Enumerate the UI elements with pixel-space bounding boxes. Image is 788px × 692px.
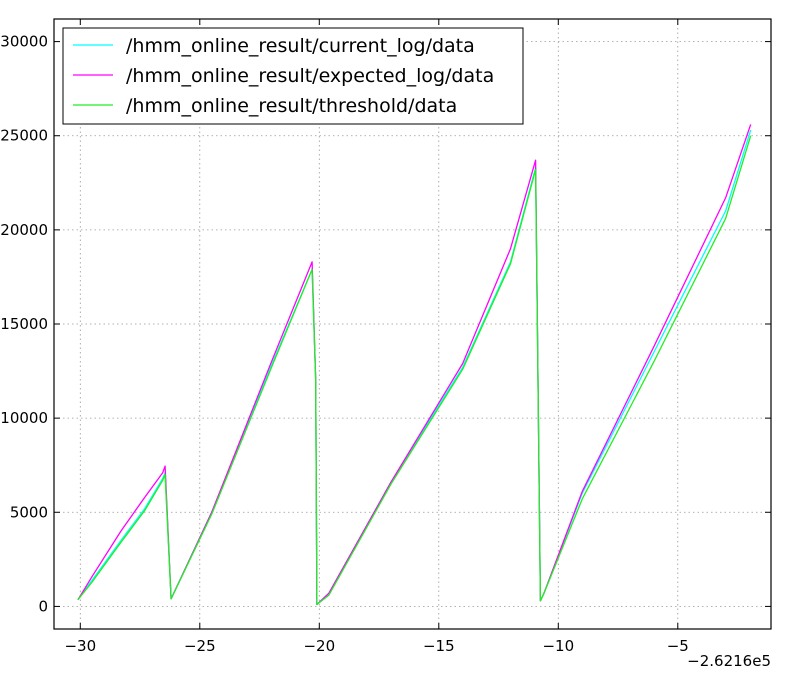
x-tick-label: −20 bbox=[303, 637, 335, 655]
x-tick-label: −15 bbox=[423, 637, 455, 655]
y-tick-label: 15000 bbox=[0, 315, 48, 333]
legend-label: /hmm_online_result/threshold/data bbox=[126, 95, 457, 117]
x-tick-label: −25 bbox=[184, 637, 216, 655]
legend-label: /hmm_online_result/current_log/data bbox=[126, 35, 475, 57]
x-tick-label: −5 bbox=[667, 637, 689, 655]
x-offset-label: −2.6216e5 bbox=[687, 652, 771, 670]
legend-label: /hmm_online_result/expected_log/data bbox=[126, 65, 494, 87]
y-tick-label: 5000 bbox=[10, 503, 48, 521]
legend-box bbox=[62, 27, 524, 125]
y-tick-label: 30000 bbox=[0, 33, 48, 51]
y-tick-label: 20000 bbox=[0, 221, 48, 239]
y-tick-label: 0 bbox=[38, 597, 48, 615]
axis-ticks: −30 −25 −20 −15 −10 −5 0 5000 10000 15000 20000 250… bbox=[0, 19, 771, 655]
legend: /hmm_online_result/current_log/data/hmm_… bbox=[62, 27, 524, 125]
x-tick-label: −30 bbox=[64, 637, 96, 655]
x-tick-label: −10 bbox=[542, 637, 574, 655]
y-tick-label: 25000 bbox=[0, 127, 48, 145]
y-tick-label: 10000 bbox=[0, 409, 48, 427]
series-group bbox=[77, 124, 752, 606]
series-line-3 bbox=[77, 135, 752, 606]
